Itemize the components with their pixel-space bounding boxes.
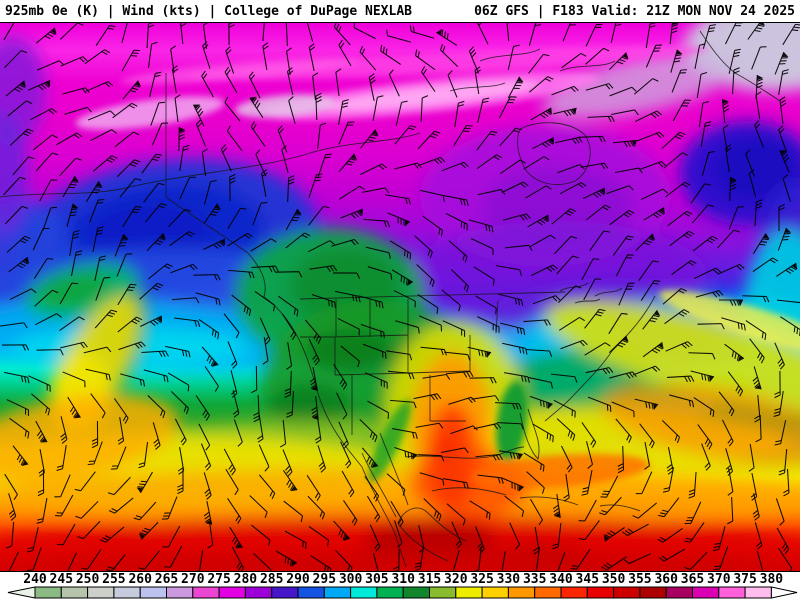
colorbar-tick-label: 245 [50, 572, 73, 587]
colorbar-tick-label: 350 [602, 572, 626, 587]
theta-e-detail-layer [75, 46, 800, 489]
baja-coastline [361, 432, 409, 518]
colorbar-tick-label: 310 [391, 572, 415, 587]
colorbar-cell [586, 586, 615, 599]
colorbar-cell [139, 586, 167, 599]
colorbar-tick-label: 365 [681, 572, 704, 587]
colorbar-cell [113, 586, 141, 599]
mexico-coastline [397, 507, 467, 562]
colorbar-cell [192, 586, 220, 599]
colorbar-tick-label: 370 [707, 572, 731, 587]
wind-barbs-layer [0, 23, 800, 571]
colorbar-tick-label: 255 [102, 572, 125, 587]
colorbar-tick-label: 265 [155, 572, 178, 587]
colorbar-tick-label: 345 [576, 572, 599, 587]
colorbar-tick-label: 355 [628, 572, 651, 587]
colorbar-tick-label: 340 [549, 572, 573, 587]
colorbar-tick-label: 250 [76, 572, 100, 587]
colorbar-cell [60, 586, 89, 599]
colorbar-cell [244, 586, 273, 599]
colorbar-cell [455, 586, 483, 599]
colorbar-tick-label: 305 [365, 572, 388, 587]
colorbar-tick-label: 280 [234, 572, 258, 587]
colorbar-cell [692, 586, 720, 599]
west-coastline [247, 252, 407, 568]
colorbar-cell [218, 586, 246, 599]
colorbar-tick-label: 275 [207, 572, 230, 587]
colorbar-cell [34, 586, 62, 599]
colorbar-cell [402, 586, 431, 599]
colorbar-cell [744, 586, 772, 599]
colorbar-tick-label: 300 [339, 572, 363, 587]
colorbar-tick-label: 240 [23, 572, 47, 587]
colorbar-cell [429, 586, 457, 599]
colorbar-tick-label: 325 [470, 572, 493, 587]
colorbar-tick-label: 380 [760, 572, 784, 587]
east-coastline [544, 295, 656, 422]
colorbar-tick-label: 375 [733, 572, 756, 587]
colorbar-tick-label: 320 [444, 572, 468, 587]
colorbar-cell [639, 586, 667, 599]
colorbar-svg: 240 245 250 255 260 265 270 275 280 285 290 295 300 3… [7, 572, 798, 599]
colorbar-tick-label: 360 [654, 572, 678, 587]
colorbar-tick-label: 330 [497, 572, 521, 587]
product-title: 925mb Θe (K) | Wind (kts) | College of D… [5, 3, 412, 19]
colorbar-cell [271, 586, 299, 599]
colorbar-cell [481, 586, 509, 599]
colorbar-below-min-arrow [7, 586, 36, 599]
colorbar-tick-label: 295 [313, 572, 336, 587]
colorbar-cell [534, 586, 562, 599]
theta-e-map-svg [0, 23, 800, 571]
colorbar-cell [166, 586, 194, 599]
colorbar-tick-label: 335 [523, 572, 546, 587]
hudson-bay-outline [517, 122, 591, 185]
colorbar-tick-label: 285 [260, 572, 283, 587]
colorbar-cell [507, 586, 536, 599]
alaska-coastline [165, 73, 249, 254]
title-bar: 925mb Θe (K) | Wind (kts) | College of D… [0, 0, 800, 22]
colorbar-cell [323, 586, 352, 599]
colorbar-cell [665, 586, 694, 599]
colorbar-cell [613, 586, 641, 599]
arctic-coastline [0, 132, 421, 198]
colorbar-tick-label: 290 [286, 572, 310, 587]
colorbar-cell [350, 586, 378, 599]
colorbar-tick-label: 260 [128, 572, 152, 587]
colorbar-cell [87, 586, 115, 599]
us-canada-border [299, 291, 566, 300]
colorbar-cell [560, 586, 588, 599]
map-area [0, 22, 800, 572]
caribbean-islands [431, 487, 641, 512]
colorbar-cell [297, 586, 325, 599]
colorbar-tick-label: 270 [181, 572, 205, 587]
colorbar-cell [718, 586, 746, 599]
colorbar-above-max-arrow [770, 586, 798, 599]
colorbar-tick-label: 315 [418, 572, 441, 587]
colorbar: 240 245 250 255 260 265 270 275 280 285 290 295 300 3… [0, 572, 800, 600]
model-run-info: 06Z GFS | F183 Valid: 21Z MON NOV 24 202… [474, 3, 795, 19]
florida-outline [519, 408, 540, 460]
colorbar-cell [376, 586, 404, 599]
